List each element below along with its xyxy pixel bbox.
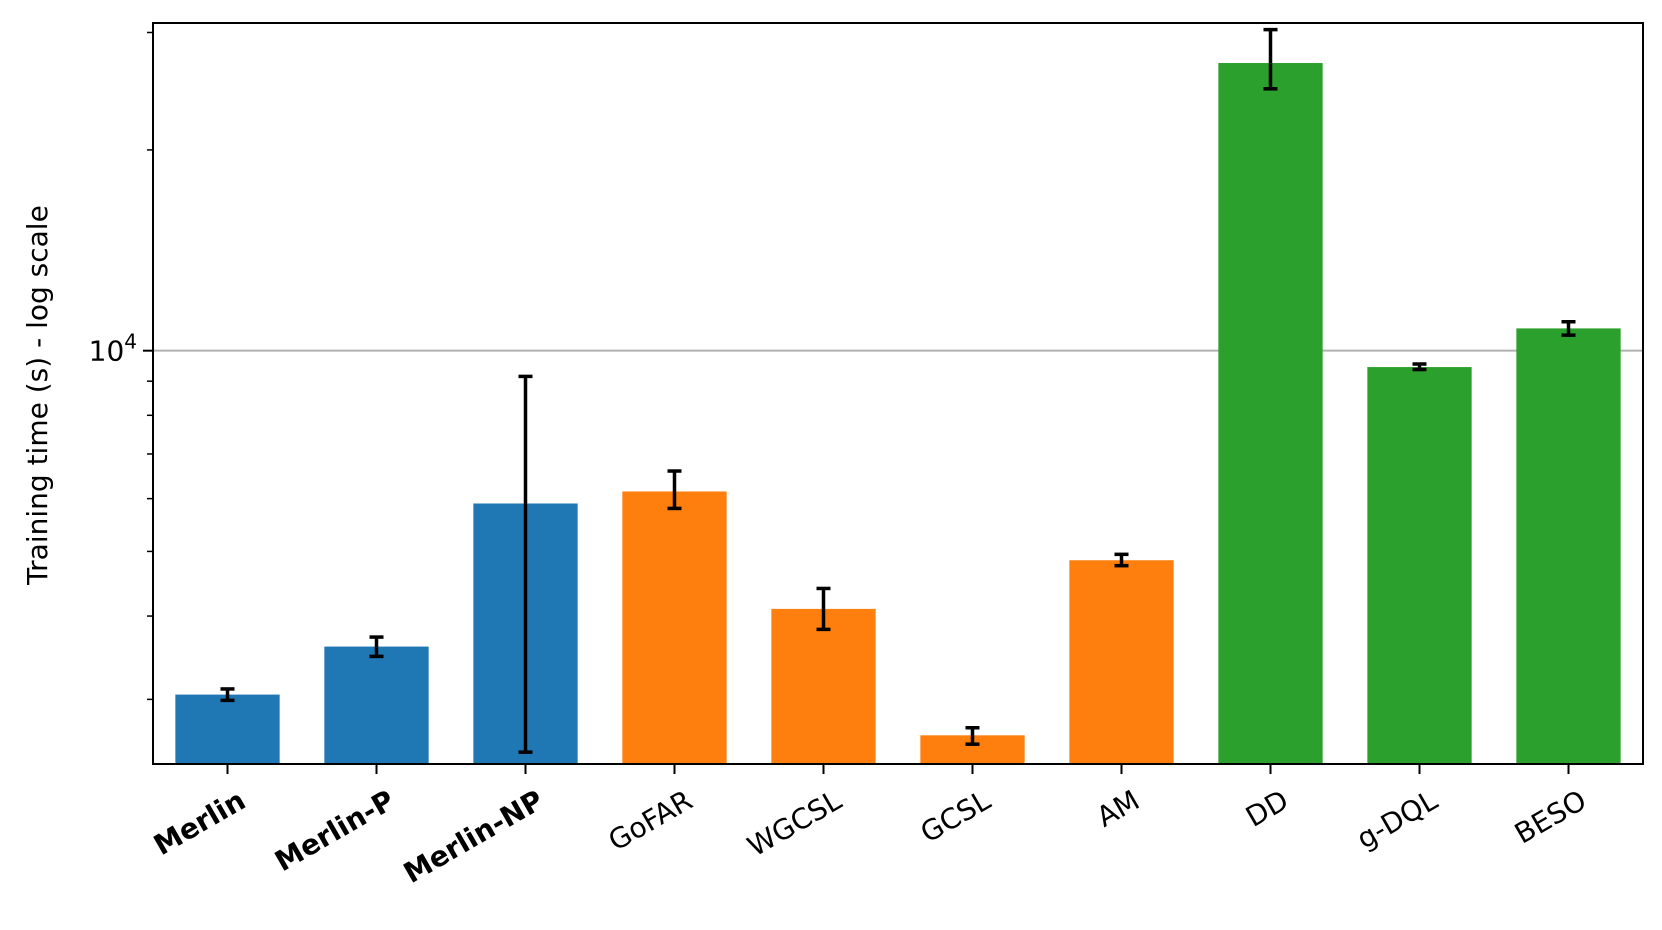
bar-beso (1516, 328, 1621, 764)
error-bar (369, 635, 384, 659)
bar-dd (1218, 63, 1323, 764)
bar-g-dql (1367, 367, 1472, 764)
x-tick-label: BESO (1509, 783, 1592, 850)
x-tick-label: Merlin-P (269, 783, 400, 878)
error-bar (816, 586, 831, 632)
x-tick-label: AM (1091, 783, 1145, 833)
x-tick-label: Merlin (148, 783, 251, 861)
error-bar (1561, 320, 1576, 337)
x-tick-label: DD (1240, 783, 1294, 833)
error-bar (1263, 27, 1278, 91)
error-bar (1412, 362, 1427, 372)
axes-layer (143, 22, 1644, 774)
x-tick-label: GoFAR (603, 783, 698, 857)
error-bar (1114, 552, 1129, 568)
bar-am (1069, 560, 1174, 764)
error-bar (220, 687, 235, 703)
error-bar (667, 469, 682, 511)
bars-layer (175, 63, 1621, 764)
x-tick-label: Merlin-NP (398, 783, 549, 889)
y-tick-label: 104 (89, 330, 137, 368)
bar-merlin (175, 694, 280, 764)
y-axis-label: Training time (s) - log scale (21, 205, 54, 586)
x-tick-label: WGCSL (742, 783, 847, 863)
x-tick-label: g-DQL (1351, 783, 1443, 855)
error-bar (965, 726, 980, 746)
bar-gofar (622, 491, 727, 764)
bar-wgcsl (771, 608, 876, 764)
bar-merlin-p (324, 646, 429, 764)
x-tick-label: GCSL (915, 783, 996, 849)
plot-frame (152, 22, 1644, 765)
error-bars-layer (220, 27, 1576, 754)
error-bar (518, 374, 533, 754)
